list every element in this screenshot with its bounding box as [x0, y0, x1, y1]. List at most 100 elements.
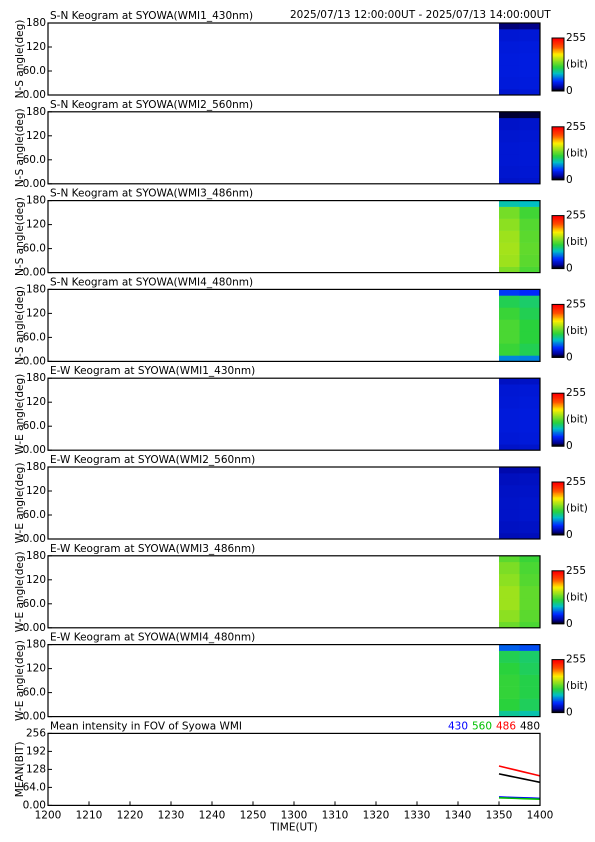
plot-frame — [47, 22, 541, 96]
colorbar-step — [552, 698, 564, 700]
heatmap-cell — [519, 153, 541, 167]
heatmap-cell — [519, 420, 541, 433]
heatmap-cell — [499, 420, 520, 433]
panel-title: E-W Keogram at SYOWA(WMI4_480nm) — [50, 632, 255, 644]
heatmap-cell — [499, 266, 520, 273]
colorbar-tick-label: 255 — [566, 32, 586, 44]
colorbar-tick-label: 255 — [566, 210, 586, 222]
colorbar-step — [552, 580, 564, 582]
y-tick-label: 120 — [26, 663, 46, 675]
colorbar-step — [552, 617, 564, 619]
colorbar-step — [552, 678, 564, 680]
colorbar-step — [552, 236, 564, 239]
colorbar-step — [552, 71, 564, 73]
y-axis-label: W-E angle(deg) — [14, 463, 26, 544]
y-tick-label: 64.0 — [23, 781, 46, 793]
legend-entry: 430 — [448, 720, 468, 732]
colorbar-step — [552, 676, 564, 679]
colorbar-step — [552, 320, 564, 323]
colorbar-step — [552, 321, 564, 324]
colorbar-step — [552, 615, 564, 618]
heatmap-cell — [499, 29, 520, 42]
heatmap-cell — [519, 585, 541, 599]
colorbar-step — [552, 87, 564, 89]
colorbar-step — [552, 56, 564, 59]
colorbar-step — [552, 695, 564, 698]
colorbar-step — [552, 573, 564, 576]
colorbar-step — [552, 435, 564, 438]
y-tick-label: 0.00 — [23, 267, 46, 279]
y-tick-label: 0.00 — [23, 622, 46, 634]
colorbar-step — [552, 85, 564, 88]
colorbar-step — [552, 660, 564, 663]
colorbar-step — [552, 680, 564, 683]
colorbar-step — [552, 440, 564, 443]
colorbar-step — [552, 145, 564, 148]
colorbar-step — [552, 507, 564, 509]
heatmap-cell — [499, 289, 520, 296]
colorbar-step — [552, 48, 564, 51]
y-tick-label: 180 — [26, 17, 46, 29]
colorbar-frame — [551, 481, 565, 536]
heatmap-cell — [499, 129, 520, 143]
panel-title: S-N Keogram at SYOWA(WMI4_480nm) — [50, 276, 253, 288]
colorbar-step — [552, 304, 564, 307]
colorbar-step — [552, 39, 564, 42]
y-tick-label: 180 — [26, 372, 46, 384]
colorbar-step — [552, 659, 564, 662]
colorbar-step — [552, 234, 564, 236]
colorbar-step — [552, 44, 564, 47]
colorbar-step — [552, 226, 564, 228]
colorbar-step — [552, 154, 564, 157]
colorbar-step — [552, 223, 564, 226]
heatmap-cell — [499, 331, 520, 344]
colorbar-step — [552, 687, 564, 690]
colorbar-step — [552, 350, 564, 353]
header-range: 2025/07/13 12:00:00UT - 2025/07/13 14:00… — [290, 9, 551, 21]
heatmap-cell — [499, 497, 520, 510]
colorbar-step — [552, 570, 564, 573]
x-tick-label: 1250 — [240, 809, 267, 821]
colorbar-step — [552, 228, 564, 231]
colorbar-step — [552, 329, 564, 332]
heatmap-cell — [499, 77, 520, 90]
colorbar-step — [552, 142, 564, 145]
colorbar-step — [552, 611, 564, 614]
heatmap-cell — [519, 555, 541, 563]
colorbar-step — [552, 59, 564, 61]
colorbar-step — [552, 574, 564, 577]
colorbar-frame — [551, 303, 565, 358]
colorbar-step — [552, 144, 564, 146]
colorbar-step — [552, 336, 564, 338]
colorbar-step — [552, 511, 564, 513]
heatmap-cell — [499, 384, 520, 397]
colorbar-step — [552, 699, 564, 702]
colorbar-step — [552, 52, 564, 55]
y-tick-label: 120 — [26, 130, 46, 142]
colorbar-step — [552, 151, 564, 154]
colorbar-step — [552, 482, 564, 484]
colorbar-step — [552, 519, 564, 521]
colorbar-step — [552, 524, 564, 527]
colorbar-step — [552, 165, 564, 167]
colorbar-step — [552, 691, 564, 694]
x-tick-label: 1200 — [35, 809, 62, 821]
colorbar-step — [552, 157, 564, 159]
colorbar-step — [552, 73, 564, 76]
colorbar-step — [552, 576, 564, 578]
colorbar-step — [552, 57, 564, 60]
colorbar-step — [552, 72, 564, 75]
colorbar-step — [552, 148, 564, 150]
colorbar-step — [552, 520, 564, 523]
colorbar-step — [552, 330, 564, 333]
colorbar-step — [552, 79, 564, 81]
heatmap-cell — [499, 710, 520, 717]
y-tick-label: 128 — [26, 763, 46, 775]
heatmap-cell — [519, 485, 541, 498]
heatmap-cell — [519, 230, 541, 243]
colorbar-step — [552, 667, 564, 670]
colorbar-step — [552, 529, 564, 532]
colorbar-step — [552, 598, 564, 601]
heatmap-cell — [499, 467, 520, 474]
colorbar-step — [552, 132, 564, 134]
